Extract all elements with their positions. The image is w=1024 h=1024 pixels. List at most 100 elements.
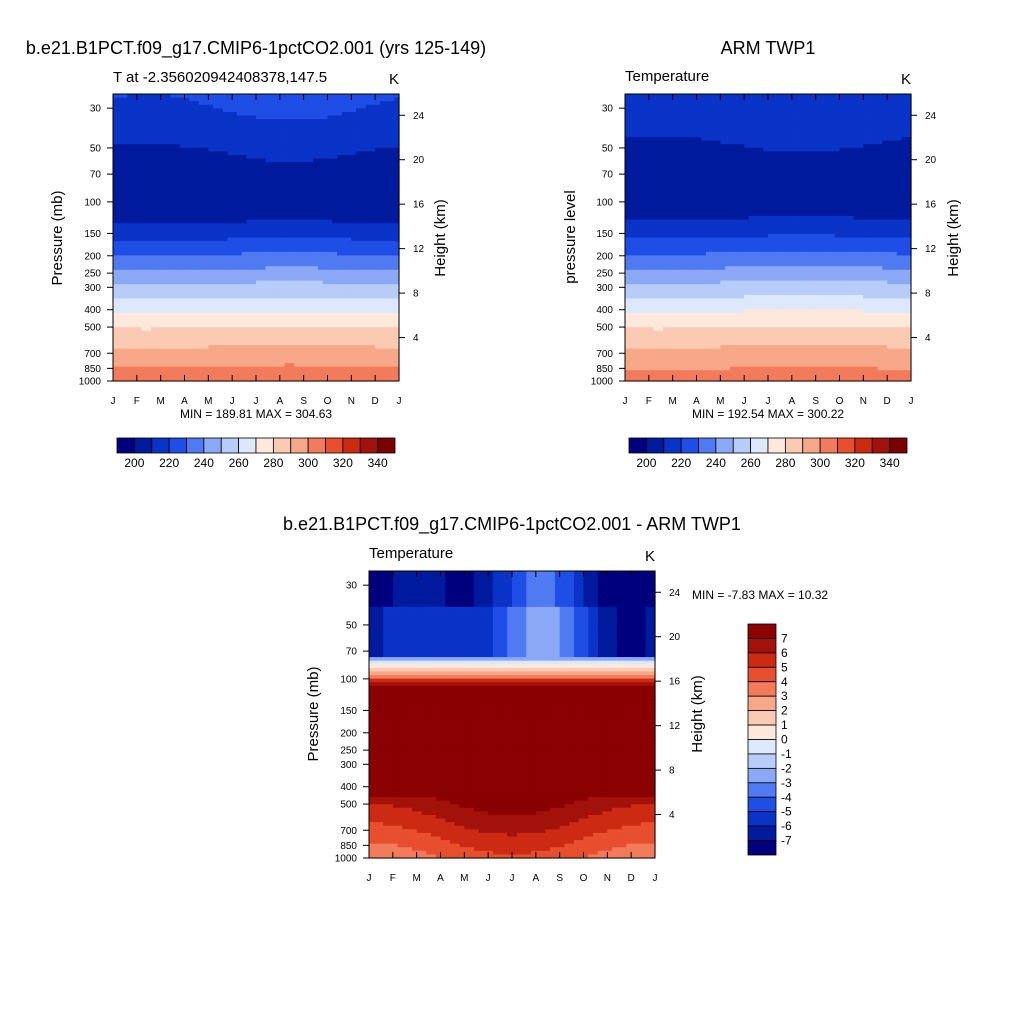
contour-cell <box>213 251 219 257</box>
contour-cell <box>389 108 395 113</box>
contour-cell <box>308 158 314 163</box>
contour-cell <box>346 294 352 300</box>
contour-cell <box>279 119 286 124</box>
contour-cell <box>113 144 119 149</box>
contour-cell <box>389 111 395 117</box>
contour-cell <box>151 255 157 260</box>
contour-cell <box>322 309 329 314</box>
contour-cell <box>127 154 133 160</box>
contour-cell <box>236 169 243 174</box>
contour-cell <box>232 251 238 257</box>
contour-cell <box>136 262 143 267</box>
contour-cell <box>246 194 252 199</box>
contour-cell <box>284 208 290 213</box>
contour-cell <box>184 287 190 292</box>
contour-cell <box>370 276 376 282</box>
contour-cell <box>370 122 376 127</box>
contour-cell <box>356 230 362 235</box>
contour-cell <box>146 337 152 343</box>
contour-cell <box>317 169 324 174</box>
contour-cell <box>389 223 395 228</box>
contour-cell <box>389 244 395 249</box>
contour-cell <box>332 363 338 368</box>
contour-cell <box>151 370 157 375</box>
contour-cell <box>308 291 314 296</box>
contour-cell <box>303 101 310 106</box>
contour-cell <box>165 215 171 221</box>
contour-cell <box>189 284 195 289</box>
contour-cell <box>298 323 305 328</box>
contour-cell <box>351 309 357 314</box>
contour-cell <box>141 104 147 109</box>
contour-cell <box>317 212 324 217</box>
contour-cell <box>379 172 386 178</box>
contour-cell <box>146 316 152 321</box>
contour-cell <box>313 323 319 328</box>
contour-cell <box>346 337 352 343</box>
contour-cell <box>246 266 252 271</box>
contour-cell <box>122 337 128 343</box>
contour-cell <box>127 198 133 203</box>
contour-cell <box>236 137 243 142</box>
contour-cell <box>265 370 271 375</box>
contour-cell <box>384 255 391 260</box>
contour-cell <box>375 140 381 145</box>
contour-cell <box>365 273 371 278</box>
contour-cell <box>260 94 267 99</box>
contour-cell <box>308 273 314 278</box>
contour-cell <box>275 341 281 346</box>
contour-cell <box>184 151 190 156</box>
contour-cell <box>122 215 128 221</box>
contour-cell <box>256 309 262 314</box>
contour-cell <box>346 198 352 203</box>
contour-cell <box>375 241 381 246</box>
contour-cell <box>136 370 143 375</box>
contour-cell <box>298 233 305 239</box>
contour-cell <box>251 309 257 314</box>
contour-cell <box>284 111 290 117</box>
contour-cell <box>117 316 124 321</box>
contour-cell <box>379 230 386 235</box>
contour-cell <box>217 154 224 160</box>
contour-cell <box>294 212 300 217</box>
contour-cell <box>174 366 181 371</box>
contour-cell <box>317 162 324 167</box>
contour-cell <box>217 348 224 353</box>
contour-cell <box>165 373 171 379</box>
contour-cell <box>113 251 119 257</box>
contour-cell <box>303 201 310 206</box>
contour-cell <box>346 97 352 102</box>
contour-cell <box>184 355 190 361</box>
contour-cell <box>389 201 395 206</box>
contour-cell <box>256 366 262 371</box>
contour-cell <box>217 187 224 192</box>
contour-cell <box>327 230 333 235</box>
contour-cell <box>389 337 395 343</box>
contour-cell <box>246 302 252 307</box>
contour-cell <box>174 294 181 300</box>
contour-cell <box>394 294 400 300</box>
contour-cell <box>370 287 376 292</box>
contour-cell <box>298 363 305 368</box>
contour-cell <box>236 108 243 113</box>
contour-cell <box>132 291 138 296</box>
contour-cell <box>351 201 357 206</box>
contour-cell <box>375 248 381 253</box>
contour-cell <box>198 190 205 196</box>
contour-cell <box>356 176 362 181</box>
contour-cell <box>322 327 329 332</box>
contour-cell <box>260 359 267 364</box>
contour-cell <box>313 172 319 178</box>
contour-cell <box>351 298 357 303</box>
contour-cell <box>208 330 214 335</box>
contour-cell <box>270 259 276 264</box>
contour-cell <box>360 169 367 174</box>
contour-cell <box>127 241 133 246</box>
contour-cell <box>222 327 228 332</box>
contour-cell <box>170 97 176 102</box>
contour-cell <box>155 294 162 300</box>
contour-cell <box>279 158 286 163</box>
contour-cell <box>151 154 157 160</box>
contour-cell <box>341 165 348 170</box>
contour-cell <box>384 305 391 310</box>
